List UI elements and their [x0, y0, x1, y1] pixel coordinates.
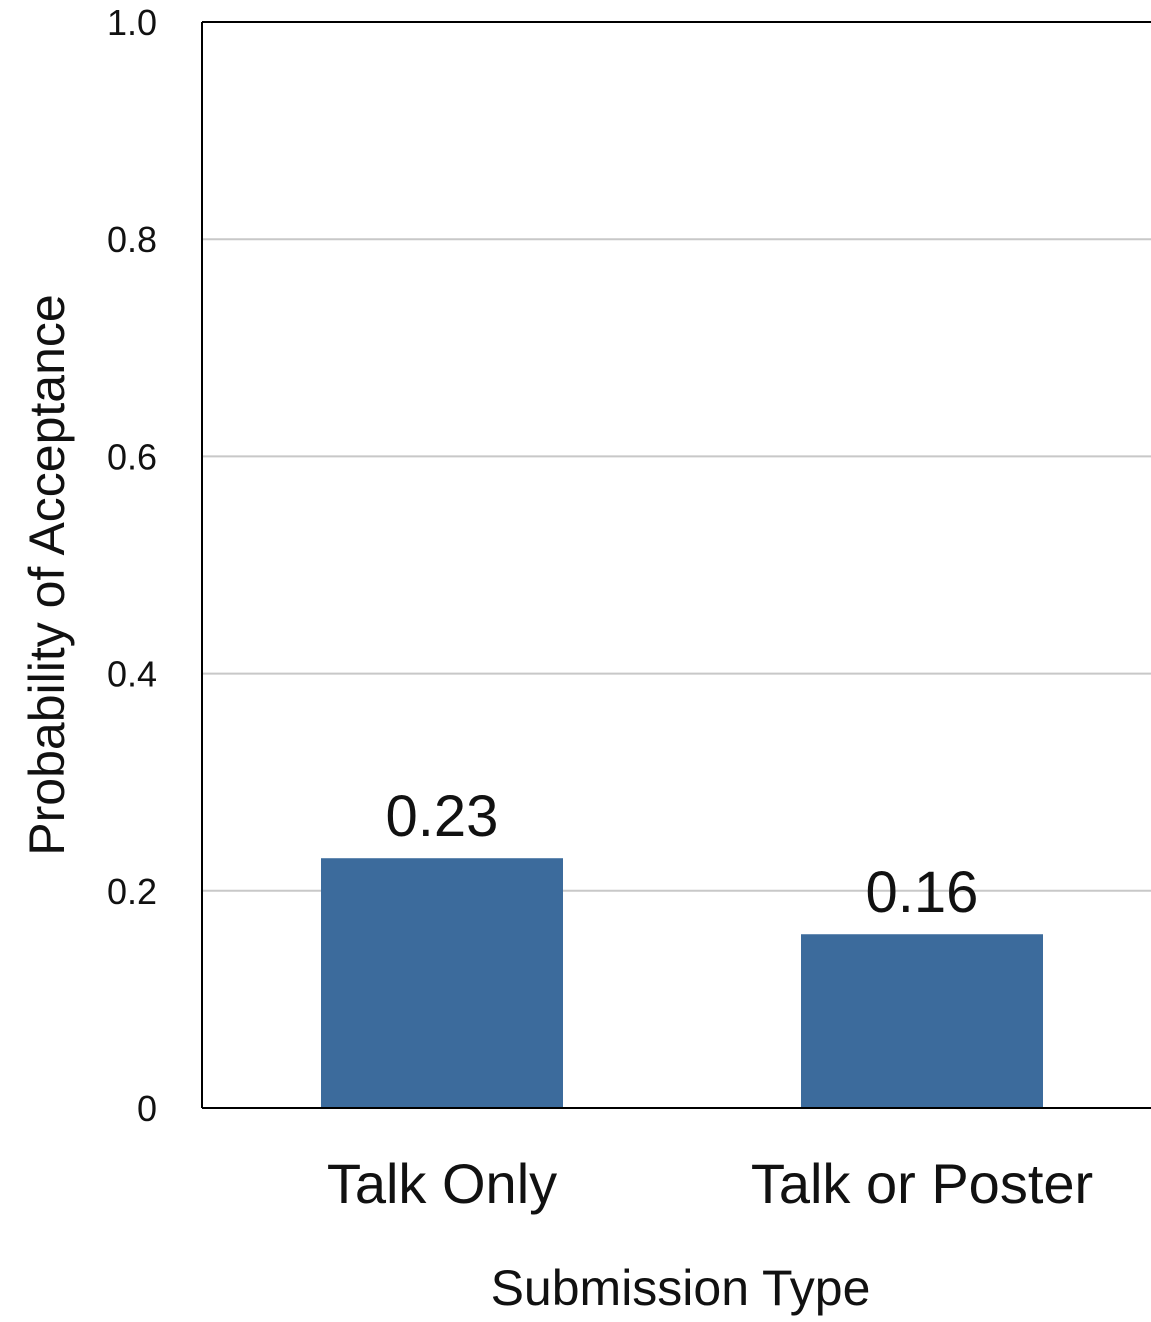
bar [321, 858, 563, 1108]
y-axis-title: Probability of Acceptance [19, 294, 75, 855]
bar-value-label: 0.23 [386, 784, 499, 849]
y-tick-label: 0.4 [107, 654, 157, 695]
y-tick-label: 0.8 [107, 219, 157, 260]
x-axis-title: Submission Type [491, 1260, 871, 1316]
y-tick-label: 1.0 [107, 2, 157, 43]
x-category-label: Talk Only [327, 1152, 557, 1215]
axes [201, 21, 1151, 1109]
bars [321, 858, 1043, 1108]
x-category-label: Talk or Poster [751, 1152, 1093, 1215]
y-tick-label: 0.6 [107, 436, 157, 477]
gridlines [202, 238, 1151, 892]
bar-value-labels: 0.23 0.16 [386, 784, 979, 925]
y-tick-label: 0.2 [107, 871, 157, 912]
x-category-labels: Talk Only Talk or Poster [327, 1152, 1093, 1215]
bar-value-label: 0.16 [866, 860, 979, 925]
bar [801, 934, 1043, 1108]
y-tick-labels: 0 0.2 0.4 0.6 0.8 1.0 [107, 2, 157, 1129]
y-tick-label: 0 [137, 1088, 157, 1129]
